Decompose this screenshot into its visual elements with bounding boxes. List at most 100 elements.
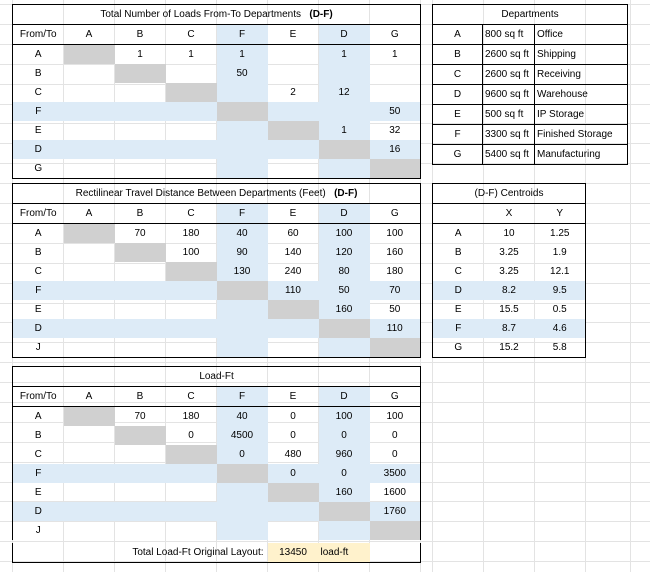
department-area: 9600 sq ft [482,84,535,105]
department-area: 5400 sq ft [482,144,535,165]
centroid-value: 8.2 [483,281,535,300]
matrix-cell [63,464,115,483]
centroid-value: 3.25 [499,266,519,277]
department-name: Manufacturing [534,144,629,165]
matrix-cell [64,121,115,140]
matrix-cell: 16 [369,140,422,159]
column-header: From/To [12,386,64,407]
row-label: E [12,300,64,319]
matrix-row: E 1 32 [12,121,422,140]
matrix-cell [114,102,166,121]
department-area: 2600 sq ft [482,44,535,65]
matrix-cell [318,338,370,358]
column-header: F [216,386,268,407]
matrix-cell: 160 [318,300,370,319]
matrix-cell [166,521,217,540]
matrix-cell [267,319,319,338]
centroid-value: 4.6 [534,319,587,338]
row-label: A [12,223,64,243]
row-label: J [12,338,64,358]
row-label: E [12,483,64,502]
matrix-cell [114,464,166,483]
row-label: D [12,319,64,338]
matrix-row: F 50 [12,102,422,121]
row-label: A [12,44,64,64]
department-name: Shipping [534,44,629,65]
matrix-cell: 0 [369,445,422,464]
centroid-label: D [432,281,484,300]
matrix-cell: 960 [318,445,370,464]
matrix-cell [165,262,217,281]
matrix-cell [318,319,370,338]
column-header: E [267,386,319,407]
matrix-cell: 0 [318,426,370,445]
matrix-cell: 100 [318,223,370,243]
matrix-cell: 90 [216,243,268,262]
centroid-label: C [432,262,484,281]
departments-title: Departments [431,4,629,25]
matrix-cell: 32 [369,121,422,140]
matrix-cell [216,464,268,483]
matrix-row: D 110 [12,319,422,338]
matrix-cell [318,502,370,521]
matrix-cell [165,159,217,179]
column-header: G [369,24,422,45]
matrix-row: E 160 1600 [12,483,422,502]
matrix-cell: 0 [267,406,319,426]
matrix-cell [63,159,115,179]
column-header: G [369,203,422,224]
centroid-value: 5.8 [534,338,587,358]
centroid-value: 10 [483,223,535,243]
row-label: C [12,262,64,281]
row-label: G [12,159,64,179]
department-row: C 2600 sq ft Receiving [432,64,629,85]
matrix-cell [165,319,217,338]
department-area: 3300 sq ft [482,124,535,145]
matrix-cell [115,262,166,281]
matrix-cell [165,445,217,464]
centroid-value: 12.1 [534,262,587,281]
distance-matrix: Rectilinear Travel Distance Between Depa… [11,183,422,358]
matrix-cell [63,502,115,521]
row-label: B [12,426,64,445]
matrix-row: E 160 50 [12,300,422,319]
matrix-row: F 0 0 3500 [12,464,422,483]
matrix-cell [63,223,115,243]
column-header: F [216,24,268,45]
department-code: G [432,144,483,165]
matrix-cell: 180 [369,262,422,281]
matrix-cell: 0 [216,445,268,464]
matrix-cell: 110 [369,319,422,338]
matrix-cell [64,445,115,464]
centroid-label: G [432,338,484,358]
row-label: D [12,140,64,159]
department-code: A [432,24,483,45]
centroid-row: G 15.2 5.8 [432,338,587,358]
matrix-cell [165,83,217,102]
matrix-cell [114,243,166,262]
matrix-cell [369,521,422,540]
matrix-cell [165,281,217,300]
matrix-cell [114,140,166,159]
matrix-cell: 40 [216,406,268,426]
department-code: C [432,64,483,85]
matrix-cell: 160 [318,483,370,502]
column-header: A [63,203,115,224]
matrix-cell [63,406,115,426]
department-row: G 5400 sq ft Manufacturing [432,144,629,165]
matrix-cell [64,483,115,502]
loads-header-row: From/To A B C F E D G [12,24,422,45]
department-code: E [432,104,483,125]
column-header: F [216,203,268,224]
distance-title: Rectilinear Travel Distance Between Depa… [75,188,326,199]
matrix-cell [267,300,319,319]
distance-tag: (D-F) [334,188,358,199]
row-label: J [12,521,64,540]
matrix-cell: 120 [318,243,370,262]
centroid-header: Y [534,203,587,224]
matrix-row: B 100 90 140 120 160 [12,243,422,262]
column-header: From/To [12,24,64,45]
matrix-cell [369,64,422,83]
row-label: A [12,406,64,426]
